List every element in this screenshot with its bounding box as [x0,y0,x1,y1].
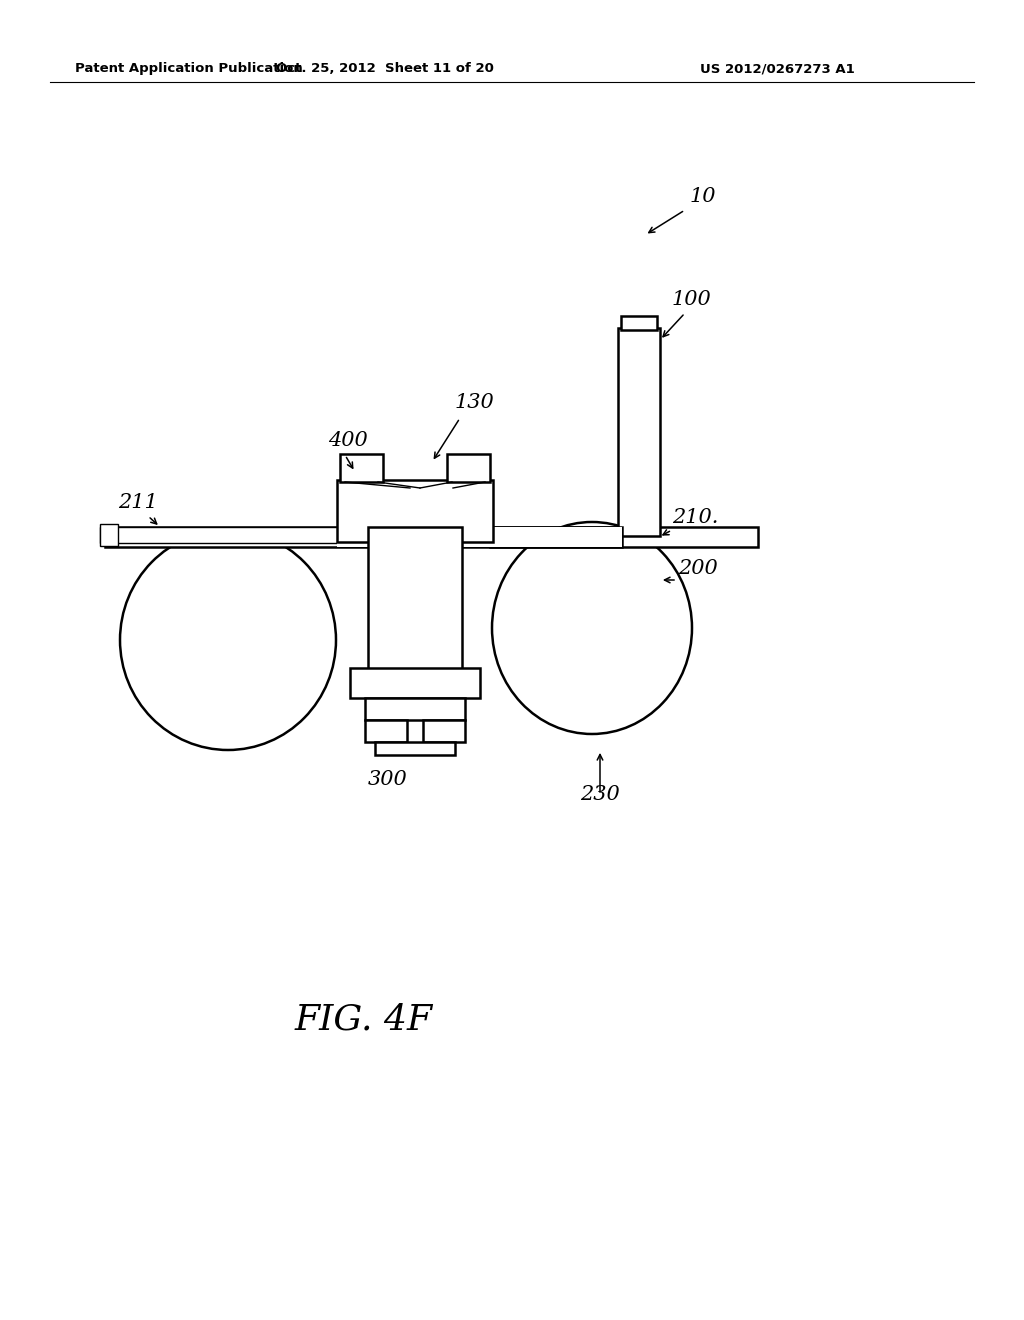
Bar [375,742,455,755]
Bar [462,527,622,546]
Bar [368,527,462,671]
Bar [447,454,490,482]
Text: 130: 130 [455,393,495,412]
Ellipse shape [492,521,692,734]
Text: 211: 211 [118,492,158,512]
Bar [350,668,480,698]
Bar [618,327,660,536]
Text: 210.: 210. [672,508,719,527]
Text: FIG. 4F: FIG. 4F [295,1003,433,1038]
Text: 200: 200 [678,558,718,578]
Bar [618,327,660,536]
Ellipse shape [120,531,336,750]
Bar [100,524,118,546]
Bar [423,719,465,742]
Bar [365,698,465,719]
Bar [337,480,493,543]
Text: US 2012/0267273 A1: US 2012/0267273 A1 [700,62,855,75]
Bar [490,527,622,546]
Bar [100,527,340,543]
Text: 400: 400 [328,432,368,450]
Text: Patent Application Publication: Patent Application Publication [75,62,303,75]
Bar [340,454,383,482]
Bar [621,315,657,330]
Text: 230: 230 [580,785,620,804]
Bar [490,527,622,546]
Text: Oct. 25, 2012  Sheet 11 of 20: Oct. 25, 2012 Sheet 11 of 20 [276,62,494,75]
Bar [105,527,758,546]
Text: 100: 100 [672,290,712,309]
Bar [105,527,758,546]
Text: 10: 10 [690,187,717,206]
Text: 300: 300 [368,770,408,789]
Bar [337,527,493,546]
Bar [365,719,407,742]
Bar [100,527,340,543]
